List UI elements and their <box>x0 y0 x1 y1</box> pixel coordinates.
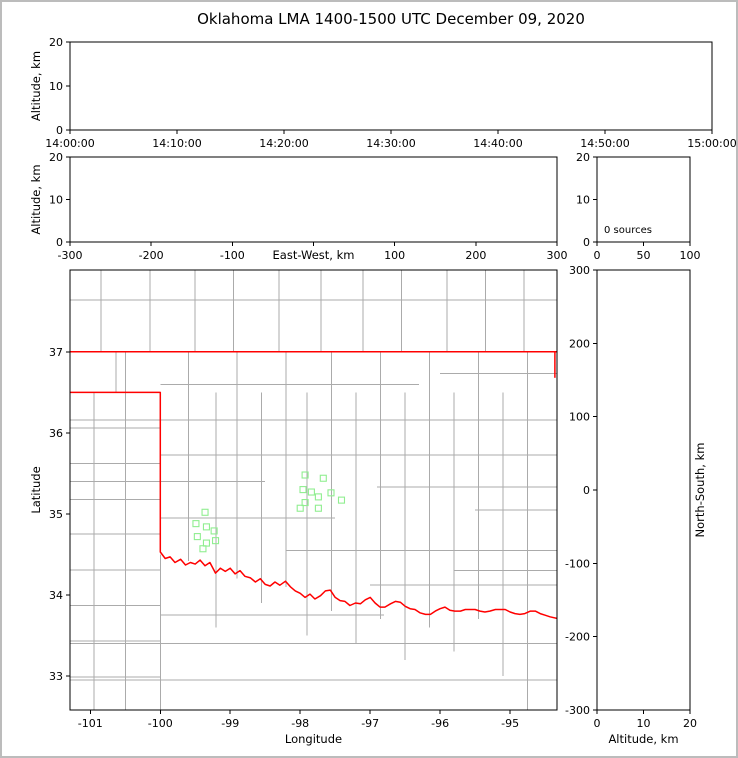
y-axis-label: North-South, km <box>693 443 707 538</box>
x-tick-label: 100 <box>680 249 701 262</box>
y-axis-label: Altitude, km <box>29 164 43 234</box>
axes-frame <box>69 41 713 131</box>
source-count-annotation: 0 sources <box>604 225 652 236</box>
x-tick-label: -200 <box>139 249 164 262</box>
axes-frame <box>596 269 691 711</box>
y-tick-label: 10 <box>576 194 590 207</box>
x-tick-label: 14:40:00 <box>473 137 522 150</box>
y-tick-label: 10 <box>49 80 63 93</box>
y-tick-label: 37 <box>49 346 63 359</box>
x-tick-label: 20 <box>683 717 697 730</box>
lma-source-marker <box>319 474 327 482</box>
panel-alt_ew: -300 -200 -100 100 200 300 East-West, km 0 10 20 A… <box>29 151 568 262</box>
figure-title: Oklahoma LMA 1400-1500 UTC December 09, … <box>197 10 585 28</box>
panel-alt_time: 14:00:00 14:10:00 14:20:00 14:30:00 14:40:00… <box>29 36 737 150</box>
x-tick-label: -95 <box>501 717 519 730</box>
y-tick-label: 0 <box>56 124 63 137</box>
x-tick-label: 100 <box>384 249 405 262</box>
y-tick-label: 100 <box>569 411 590 424</box>
x-tick-label: 10 <box>637 717 651 730</box>
x-tick-label: -98 <box>291 717 309 730</box>
y-tick-label: 34 <box>49 589 63 602</box>
x-axis-label: East-West, km <box>273 248 355 262</box>
lma-source-marker <box>327 489 335 497</box>
x-tick-label: 14:30:00 <box>366 137 415 150</box>
lma-source-marker <box>193 533 201 541</box>
y-tick-label: 20 <box>49 36 63 49</box>
x-tick-label: -100 <box>220 249 245 262</box>
x-tick-label: 200 <box>465 249 486 262</box>
map-geography <box>70 270 557 710</box>
lma-source-marker <box>314 493 322 501</box>
lma-source-marker <box>202 523 210 531</box>
lma-source-marker <box>199 545 207 553</box>
panel-alt_ns: 0 10 20 Altitude, km -300 -200 -100 0 100 200 300 N… <box>565 264 707 746</box>
lma-source-marker <box>314 504 322 512</box>
x-tick-label: -97 <box>361 717 379 730</box>
y-tick-label: 20 <box>49 151 63 164</box>
y-tick-label: 35 <box>49 508 63 521</box>
y-tick-label: 10 <box>49 194 63 207</box>
lma-source-marker <box>301 471 309 479</box>
x-tick-label: 50 <box>637 249 651 262</box>
y-axis-label: Latitude <box>29 466 43 513</box>
x-tick-label: -96 <box>431 717 449 730</box>
x-tick-label: 14:20:00 <box>259 137 308 150</box>
lma-source-marker <box>307 488 315 496</box>
lma-source-marker <box>211 537 220 545</box>
panel-alt_hist: 0 sources 0 50 100 0 10 20 <box>576 151 701 262</box>
lma-source-marker <box>296 504 304 512</box>
lma-source-marker <box>192 520 200 528</box>
lma-source-marker <box>210 527 218 535</box>
y-tick-label: -300 <box>565 704 590 717</box>
x-tick-label: 300 <box>547 249 568 262</box>
y-tick-label: 200 <box>569 337 590 350</box>
lma-source-marker <box>337 496 346 504</box>
y-tick-label: -100 <box>565 557 590 570</box>
y-tick-label: 300 <box>569 264 590 277</box>
x-tick-label: -300 <box>58 249 83 262</box>
x-tick-label: -99 <box>221 717 239 730</box>
axes-frame <box>69 156 558 243</box>
source-markers <box>192 471 346 553</box>
x-tick-label: 14:50:00 <box>580 137 629 150</box>
x-tick-label: 0 <box>594 249 601 262</box>
axes-frame <box>69 269 558 711</box>
lma-source-marker <box>202 539 210 547</box>
y-tick-label: 33 <box>49 670 63 683</box>
y-tick-label: 0 <box>583 236 590 249</box>
y-tick-label: 20 <box>576 151 590 164</box>
x-tick-label: -101 <box>78 717 103 730</box>
lma-source-marker <box>201 508 209 516</box>
y-tick-label: 0 <box>583 484 590 497</box>
x-axis-label: Longitude <box>285 732 342 746</box>
y-axis-label: Altitude, km <box>29 51 43 121</box>
y-tick-label: 0 <box>56 236 63 249</box>
x-axis-label: Altitude, km <box>608 732 678 746</box>
panel-plan_map: -101 -100 -99 -98 -97 -96 -95 Longitude 33 34 35 36… <box>29 269 558 746</box>
state-border-line <box>70 391 557 620</box>
x-tick-label: 0 <box>594 717 601 730</box>
x-tick-label: 15:00:00 <box>687 137 736 150</box>
lma-source-marker <box>301 499 309 507</box>
y-tick-label: 36 <box>49 427 63 440</box>
x-tick-label: -100 <box>148 717 173 730</box>
x-tick-label: 14:00:00 <box>45 137 94 150</box>
y-tick-label: -200 <box>565 631 590 644</box>
lma-source-marker <box>299 486 307 494</box>
x-tick-label: 14:10:00 <box>152 137 201 150</box>
